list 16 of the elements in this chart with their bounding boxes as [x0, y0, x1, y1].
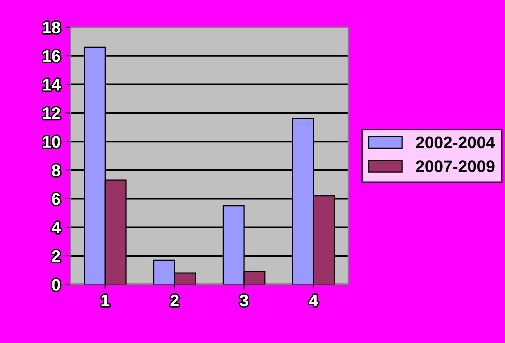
- legend-label: 2007-2009: [416, 160, 495, 172]
- x-tick-label: 4: [309, 295, 318, 306]
- y-tick-label: 12: [43, 108, 60, 120]
- y-tick-label: 8: [52, 164, 60, 177]
- y-tick-label: 4: [52, 222, 61, 234]
- x-tick-label: 3: [240, 294, 248, 307]
- y-tick-label: 2: [52, 250, 60, 262]
- legend-label: 2002-2004: [416, 136, 496, 149]
- x-tick-label: 1: [102, 295, 110, 306]
- y-tick-label: 14: [43, 79, 61, 91]
- x-tick-label: 2: [170, 294, 179, 306]
- y-tick-label: 10: [43, 136, 60, 148]
- y-tick-label: 16: [43, 50, 60, 62]
- y-tick-label: 18: [43, 22, 60, 34]
- y-tick-label: 6: [52, 193, 60, 206]
- y-tick-label: 0: [52, 279, 60, 291]
